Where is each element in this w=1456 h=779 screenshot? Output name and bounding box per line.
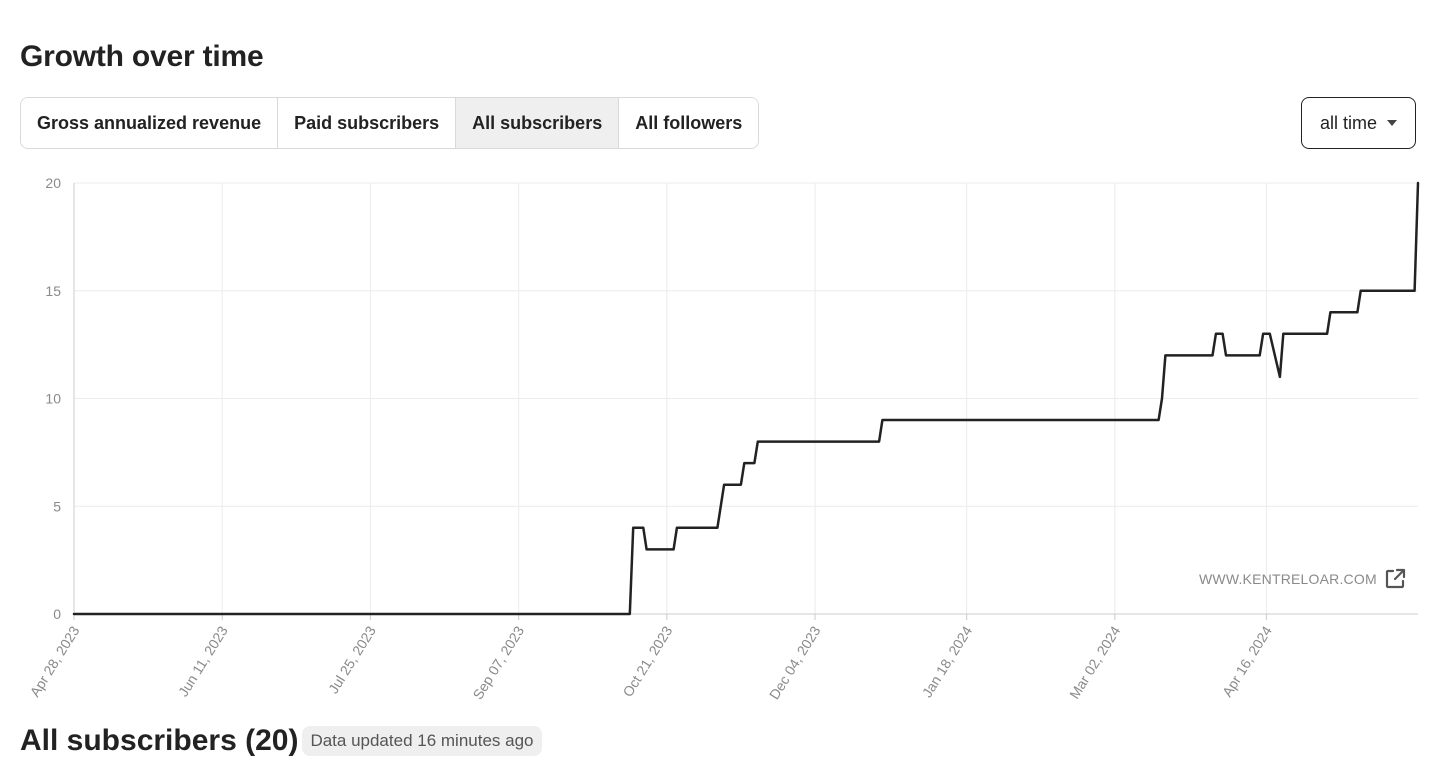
section-heading: All subscribers (20) bbox=[20, 724, 299, 757]
x-tick-label: Apr 16, 2024 bbox=[1219, 623, 1275, 700]
series bbox=[72, 181, 1420, 616]
x-tick-label: Oct 21, 2023 bbox=[619, 623, 675, 700]
x-tick-label: Sep 07, 2023 bbox=[469, 623, 527, 700]
x-tick-label: Jan 18, 2024 bbox=[919, 623, 976, 700]
y-tick-label: 5 bbox=[53, 498, 61, 514]
tab-paid-subscribers[interactable]: Paid subscribers bbox=[278, 98, 457, 148]
grid bbox=[73, 182, 1418, 614]
y-axis-ticks: 0 5 10 15 20 bbox=[45, 175, 61, 622]
x-tick-label: Jul 25, 2023 bbox=[325, 623, 379, 696]
y-tick-label: 10 bbox=[45, 391, 61, 407]
data-updated-badge: Data updated 16 minutes ago bbox=[302, 726, 542, 756]
caret-down-icon bbox=[1387, 120, 1397, 126]
y-tick-label: 20 bbox=[45, 175, 61, 191]
x-tick-label: Jun 11, 2023 bbox=[175, 623, 231, 699]
tab-all-subscribers[interactable]: All subscribers bbox=[456, 98, 620, 148]
axes bbox=[73, 183, 1418, 620]
metric-tabs: Gross annualized revenue Paid subscriber… bbox=[20, 97, 760, 149]
x-tick-label: Mar 02, 2024 bbox=[1066, 623, 1123, 700]
external-link-icon[interactable] bbox=[1383, 567, 1407, 591]
time-range-select[interactable]: all time bbox=[1301, 97, 1416, 149]
growth-chart: 0 5 10 15 20 Apr 28, 2023 Jun 11, 2023 Jul 25,… bbox=[26, 175, 1420, 700]
y-tick-label: 15 bbox=[45, 283, 61, 299]
x-tick-label: Dec 04, 2023 bbox=[766, 623, 824, 700]
tab-all-followers[interactable]: All followers bbox=[619, 98, 759, 148]
watermark-text: WWW.KENTRELOAR.COM bbox=[1199, 571, 1377, 587]
page-title: Growth over time bbox=[20, 40, 264, 73]
time-range-value: all time bbox=[1319, 112, 1377, 133]
tab-gross-annualized-revenue[interactable]: Gross annualized revenue bbox=[21, 98, 279, 148]
section-title: All subscribers (20) Data updated 16 min… bbox=[20, 724, 542, 758]
x-axis-ticks: Apr 28, 2023 Jun 11, 2023 Jul 25, 2023 Sep … bbox=[26, 623, 1275, 700]
watermark: WWW.KENTRELOAR.COM bbox=[1199, 567, 1407, 591]
x-tick-label: Apr 28, 2023 bbox=[26, 623, 82, 700]
y-tick-label: 0 bbox=[53, 606, 61, 622]
series-line bbox=[72, 181, 1420, 616]
